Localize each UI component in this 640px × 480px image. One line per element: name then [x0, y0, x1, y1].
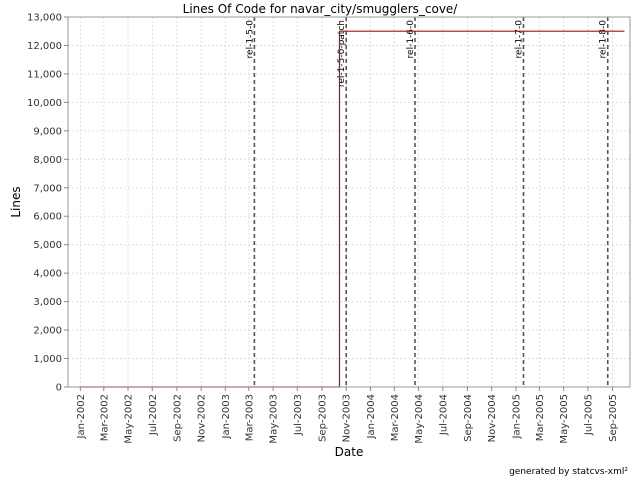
y-tick-label: 9,000 — [33, 126, 62, 137]
x-tick-label: Mar-2002 — [99, 394, 110, 441]
y-tick-label: 2,000 — [33, 326, 62, 337]
x-tick-label: Mar-2003 — [244, 394, 255, 441]
x-tick-label: Jul-2005 — [583, 394, 594, 436]
y-tick-label: 7,000 — [33, 183, 62, 194]
x-tick-label: Sep-2005 — [608, 394, 619, 442]
x-tick-label: Sep-2002 — [172, 394, 183, 442]
y-tick-label: 6,000 — [33, 212, 62, 223]
release-marker-label: rel-1-5-0 — [245, 20, 255, 59]
x-tick-label: Sep-2003 — [317, 394, 328, 442]
x-tick-label: Jan-2002 — [76, 394, 87, 439]
x-tick-label: Jan-2005 — [511, 394, 522, 439]
y-tick-label: 12,000 — [27, 41, 62, 52]
x-axis-title: Date — [335, 445, 364, 459]
x-tick-label: Nov-2003 — [342, 394, 353, 442]
plot-area-frame — [67, 16, 631, 388]
y-tick-label: 10,000 — [27, 98, 62, 109]
y-tick-label: 1,000 — [33, 354, 62, 365]
x-tick-label: May-2002 — [124, 394, 135, 444]
x-tick-label: May-2004 — [414, 394, 425, 444]
y-tick-label: 8,000 — [33, 155, 62, 166]
grid — [68, 16, 630, 388]
x-tick-label: May-2005 — [559, 394, 570, 444]
y-axis-title: Lines — [9, 186, 23, 217]
axes: 0 1,000 2,000 3,000 4,000 5,000 6,000 7,000 8,00… — [27, 13, 619, 444]
x-tick-label: Jan-2004 — [366, 394, 377, 439]
y-tick-label: 13,000 — [27, 13, 62, 24]
x-tick-label: May-2003 — [269, 394, 280, 444]
x-tick-label: Jan-2003 — [221, 394, 232, 439]
release-markers: rel-1-5-0 rel-1-5-0-patch rel-1-6-0 rel-1-7… — [245, 17, 609, 387]
chart-title: Lines Of Code for navar_city/smugglers_c… — [183, 2, 459, 16]
generator-credit: generated by statcvs-xml² — [509, 467, 628, 477]
y-tick-label: 11,000 — [27, 69, 62, 80]
x-tick-label: Jul-2002 — [148, 394, 159, 436]
x-tick-label: Sep-2004 — [463, 394, 474, 442]
x-tick-label: Nov-2002 — [197, 394, 208, 442]
y-tick-label: 0 — [56, 383, 62, 394]
y-tick-label: 3,000 — [33, 297, 62, 308]
x-tick-label: Mar-2004 — [390, 394, 401, 441]
x-tick-label: Nov-2004 — [487, 394, 498, 442]
release-marker-label: rel-1-7-0 — [514, 20, 524, 59]
release-marker-label: rel-1-8-0 — [599, 20, 609, 59]
x-tick-label: Mar-2005 — [535, 394, 546, 441]
release-marker-label: rel-1-6-0 — [406, 20, 416, 59]
release-marker-label: rel-1-5-0-patch — [337, 20, 347, 87]
x-tick-label: Jul-2004 — [438, 394, 449, 436]
y-tick-label: 4,000 — [33, 269, 62, 280]
y-tick-label: 5,000 — [33, 240, 62, 251]
x-tick-label: Jul-2003 — [293, 394, 304, 436]
